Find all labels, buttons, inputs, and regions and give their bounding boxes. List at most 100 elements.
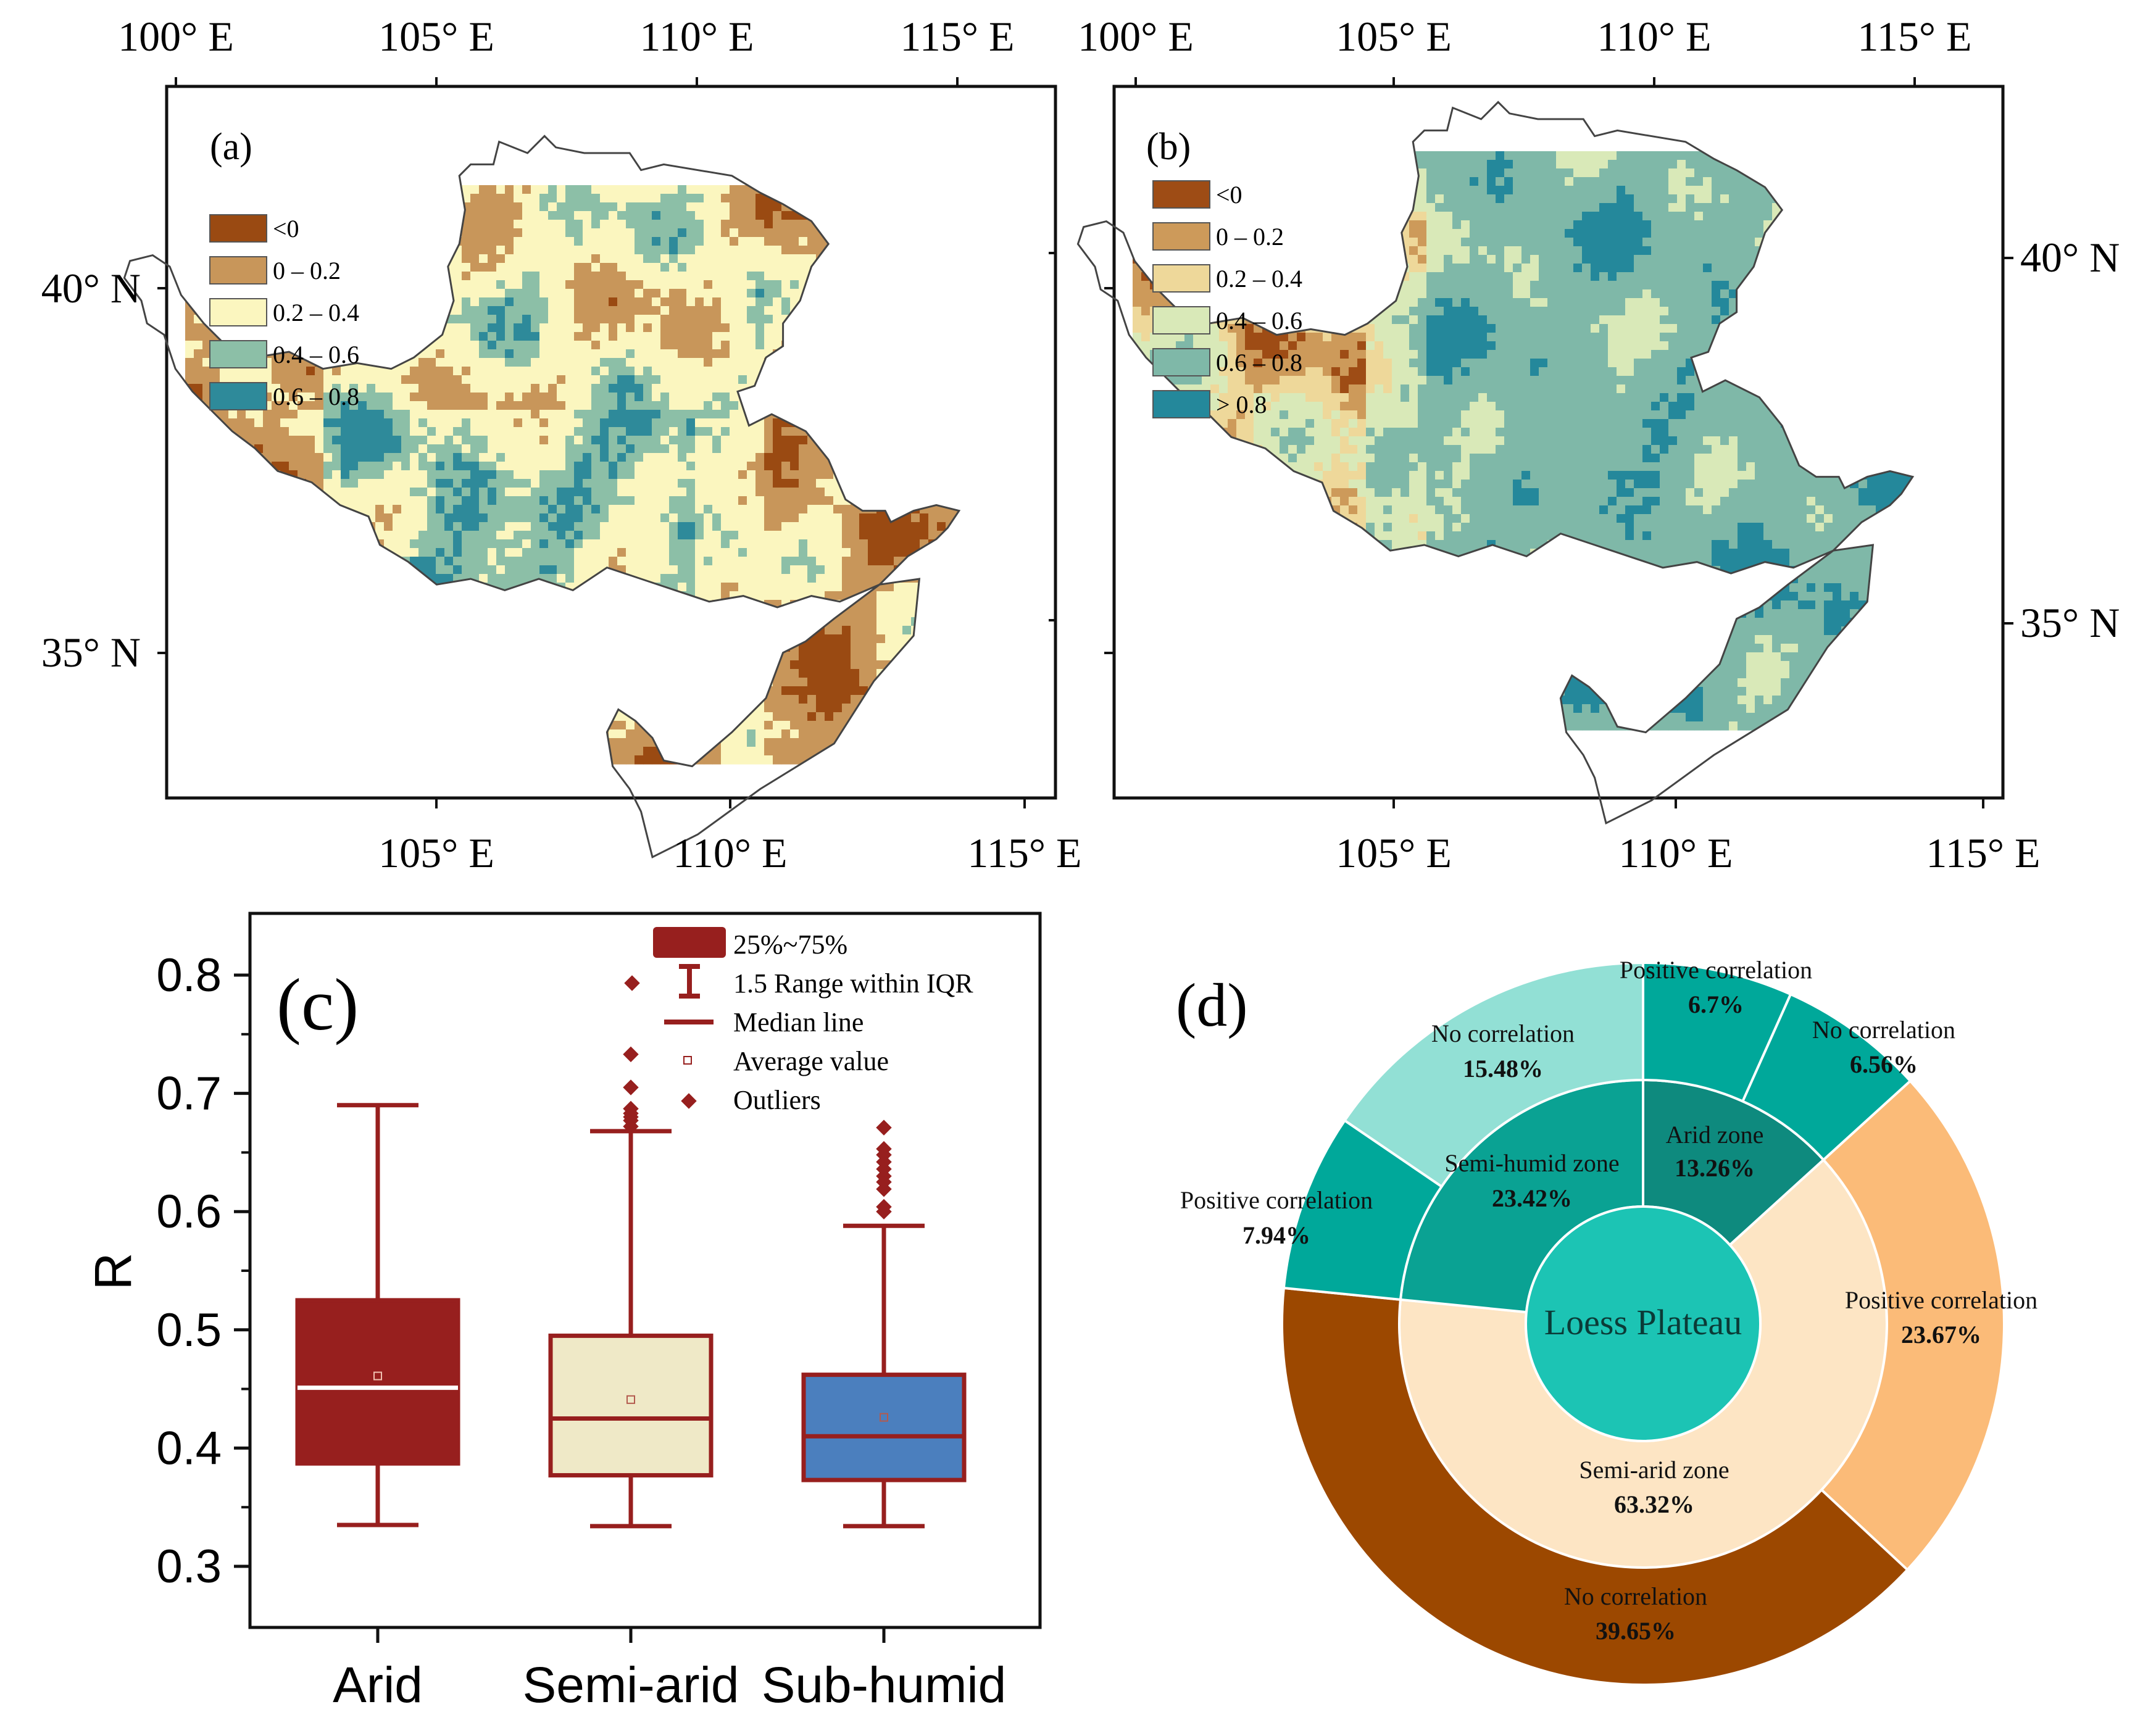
map-cell (773, 263, 782, 272)
map-cell (194, 323, 203, 333)
map-cell (617, 488, 626, 497)
map-cell (548, 522, 557, 531)
map-cell (470, 220, 480, 229)
map-cell (539, 565, 549, 575)
map-cell (600, 246, 609, 255)
map-cell (548, 513, 557, 523)
map-cell (384, 479, 393, 488)
map-cell (496, 194, 506, 203)
map-cell (721, 289, 730, 298)
map-cell (488, 548, 497, 557)
map-cell (375, 522, 385, 531)
map-cell (315, 418, 324, 428)
map-cell (289, 418, 298, 428)
map-cell (384, 522, 393, 531)
map-cell (851, 626, 860, 635)
map-cell (539, 548, 549, 557)
map-cell (738, 375, 747, 384)
map-cell (617, 202, 626, 212)
map-cell (583, 384, 592, 393)
map-cell (453, 418, 462, 428)
map-cell (401, 488, 410, 497)
map-cell (704, 574, 713, 583)
map-cell (470, 315, 480, 324)
map-cell (514, 332, 523, 341)
map-cell (488, 470, 497, 480)
map-cell (470, 539, 480, 549)
map-cell (609, 211, 618, 220)
map-cell (686, 202, 696, 212)
map-cell (790, 505, 799, 514)
map-cell (643, 272, 652, 281)
map-cell (695, 496, 704, 505)
map-cell (272, 453, 281, 462)
map-cell (773, 488, 782, 497)
map-cell (557, 254, 566, 264)
map-cell (825, 643, 834, 652)
map-cell (868, 652, 877, 661)
map-cell (531, 384, 540, 393)
map-cell (591, 202, 601, 212)
map-cell (272, 410, 281, 419)
map-cell (444, 384, 454, 393)
map-cell (643, 228, 652, 238)
map-cell (488, 427, 497, 436)
map-cell (522, 220, 531, 229)
map-cell (479, 228, 488, 238)
map-cell (712, 263, 722, 272)
map-cell (851, 557, 860, 566)
map-cell (444, 341, 454, 350)
map-cell (842, 583, 851, 592)
map-cell (496, 462, 506, 471)
map-cell (418, 453, 428, 462)
map-cell (660, 470, 670, 480)
map-cell (652, 280, 661, 289)
map-cell (488, 393, 497, 402)
map-cell (462, 505, 471, 514)
map-cell (453, 453, 462, 462)
map-cell (816, 557, 825, 566)
map-cell (298, 462, 307, 471)
map-cell (626, 289, 635, 298)
map-cell (185, 367, 194, 376)
map-cell (548, 470, 557, 480)
map-cell (730, 574, 739, 583)
map-cell (807, 444, 817, 454)
map-cell (418, 531, 428, 540)
map-cell (600, 513, 609, 523)
map-cell (609, 548, 618, 557)
map-cell (444, 323, 454, 333)
map-cell (920, 513, 929, 523)
map-cell (609, 539, 618, 549)
map-cell (764, 462, 773, 471)
map-cell (522, 401, 531, 410)
map-cell (712, 557, 722, 566)
map-cell (565, 211, 575, 220)
map-cell (583, 297, 592, 307)
map-cell (384, 436, 393, 445)
map-cell (755, 332, 765, 341)
map-cell (643, 513, 652, 523)
map-cell (660, 444, 670, 454)
map-cell (643, 453, 652, 462)
map-cell (289, 384, 298, 393)
map-cell (635, 479, 644, 488)
map-cell (410, 522, 419, 531)
map-cell (470, 401, 480, 410)
map-cell (669, 384, 678, 393)
map-cell (635, 358, 644, 367)
map-cell (384, 410, 393, 419)
map-cell (583, 505, 592, 514)
map-cell (755, 323, 765, 333)
map-cell (341, 401, 350, 410)
map-cell (669, 470, 678, 480)
map-cell (453, 358, 462, 367)
map-cell (747, 263, 756, 272)
map-cell (609, 522, 618, 531)
map-cell (401, 418, 410, 428)
map-cell (444, 436, 454, 445)
map-cell (548, 185, 557, 194)
map-cell (669, 349, 678, 359)
map-cell (902, 591, 912, 600)
map-cell (401, 531, 410, 540)
